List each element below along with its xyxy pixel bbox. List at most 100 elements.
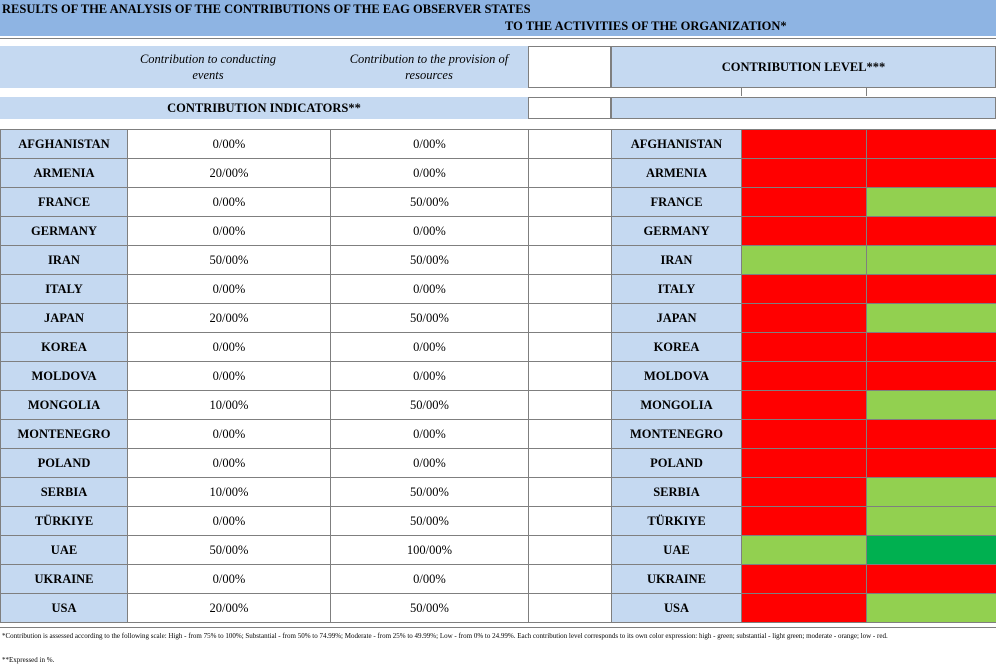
level-resources-swatch (866, 158, 996, 188)
title-line-1: RESULTS OF THE ANALYSIS OF THE CONTRIBUT… (2, 2, 531, 16)
level-resources-swatch (866, 535, 996, 565)
country-name: FRANCE (0, 187, 128, 217)
resources-value: 0/00% (330, 448, 529, 478)
level-resources-swatch (866, 332, 996, 362)
level-events-swatch (741, 361, 867, 391)
table-row: AFGHANISTAN 0/00% 0/00% AFGHANISTAN (0, 129, 996, 159)
table-row: IRAN 50/00% 50/00% IRAN (0, 245, 996, 275)
level-country-name: IRAN (611, 245, 742, 275)
blank-cell (528, 535, 612, 565)
left-header-bg (0, 46, 528, 88)
level-country-name: UAE (611, 535, 742, 565)
events-value: 0/00% (127, 448, 331, 478)
table-row: MONGOLIA 10/00% 50/00% MONGOLIA (0, 390, 996, 420)
level-bar (611, 97, 996, 119)
blank-cell (528, 506, 612, 536)
level-country-name: USA (611, 593, 742, 623)
resources-value: 50/00% (330, 303, 529, 333)
level-events-swatch (741, 506, 867, 536)
level-resources-swatch (866, 390, 996, 420)
blank-cell (528, 303, 612, 333)
level-resources-swatch (866, 303, 996, 333)
table-row: GERMANY 0/00% 0/00% GERMANY (0, 216, 996, 246)
level-resources-swatch (866, 129, 996, 159)
level-country-name: MONGOLIA (611, 390, 742, 420)
events-value: 10/00% (127, 390, 331, 420)
blank-cell (528, 129, 612, 159)
header-blank-cell (528, 46, 611, 88)
resources-value: 0/00% (330, 564, 529, 594)
level-resources-swatch (866, 593, 996, 623)
level-events-swatch (741, 564, 867, 594)
level-events-swatch (741, 448, 867, 478)
resources-value: 100/00% (330, 535, 529, 565)
table-row: ITALY 0/00% 0/00% ITALY (0, 274, 996, 304)
events-value: 0/00% (127, 419, 331, 449)
level-country-name: SERBIA (611, 477, 742, 507)
resources-value: 0/00% (330, 274, 529, 304)
table-row: MONTENEGRO 0/00% 0/00% MONTENEGRO (0, 419, 996, 449)
events-value: 20/00% (127, 303, 331, 333)
resources-value: 50/00% (330, 187, 529, 217)
header-contribution-level: CONTRIBUTION LEVEL*** (611, 46, 996, 88)
level-resources-swatch (866, 216, 996, 246)
blank-cell (528, 216, 612, 246)
level-events-swatch (741, 158, 867, 188)
events-value: 10/00% (127, 477, 331, 507)
country-name: MOLDOVA (0, 361, 128, 391)
country-name: SERBIA (0, 477, 128, 507)
events-value: 0/00% (127, 187, 331, 217)
country-name: GERMANY (0, 216, 128, 246)
level-country-name: JAPAN (611, 303, 742, 333)
level-country-name: UKRAINE (611, 564, 742, 594)
level-events-swatch (741, 477, 867, 507)
events-value: 0/00% (127, 274, 331, 304)
level-resources-swatch (866, 187, 996, 217)
level-events-swatch (741, 593, 867, 623)
blank-cell (528, 448, 612, 478)
level-resources-swatch (866, 245, 996, 275)
level-resources-swatch (866, 419, 996, 449)
table-row: UAE 50/00% 100/00% UAE (0, 535, 996, 565)
blank-cell (528, 274, 612, 304)
events-value: 20/00% (127, 593, 331, 623)
footnote-scale: *Contribution is assessed according to t… (2, 632, 888, 640)
country-name: MONGOLIA (0, 390, 128, 420)
events-value: 50/00% (127, 535, 331, 565)
blank-cell (528, 332, 612, 362)
divider (0, 38, 996, 39)
level-events-swatch (741, 535, 867, 565)
blank-cell (528, 564, 612, 594)
country-name: KOREA (0, 332, 128, 362)
table-row: TÜRKIYE 0/00% 50/00% TÜRKIYE (0, 506, 996, 536)
blank-cell (528, 187, 612, 217)
events-value: 0/00% (127, 361, 331, 391)
events-value: 20/00% (127, 158, 331, 188)
level-events-swatch (741, 332, 867, 362)
level-resources-swatch (866, 274, 996, 304)
country-name: ARMENIA (0, 158, 128, 188)
level-country-name: ITALY (611, 274, 742, 304)
events-value: 0/00% (127, 216, 331, 246)
country-name: UKRAINE (0, 564, 128, 594)
header-events: Contribution to conducting events (139, 52, 277, 82)
footnote-expressed: **Expressed in %. (2, 656, 55, 664)
blank-cell (528, 593, 612, 623)
resources-value: 50/00% (330, 245, 529, 275)
level-resources-swatch (866, 361, 996, 391)
blank-cell (528, 245, 612, 275)
resources-value: 0/00% (330, 158, 529, 188)
level-resources-swatch (866, 564, 996, 594)
resources-value: 0/00% (330, 129, 529, 159)
level-country-name: AFGHANISTAN (611, 129, 742, 159)
level-resources-swatch (866, 506, 996, 536)
resources-value: 50/00% (330, 506, 529, 536)
level-events-swatch (741, 303, 867, 333)
country-name: MONTENEGRO (0, 419, 128, 449)
country-name: ITALY (0, 274, 128, 304)
level-country-name: FRANCE (611, 187, 742, 217)
table-row: KOREA 0/00% 0/00% KOREA (0, 332, 996, 362)
blank-cell (528, 477, 612, 507)
blank-cell (528, 419, 612, 449)
level-events-swatch (741, 274, 867, 304)
